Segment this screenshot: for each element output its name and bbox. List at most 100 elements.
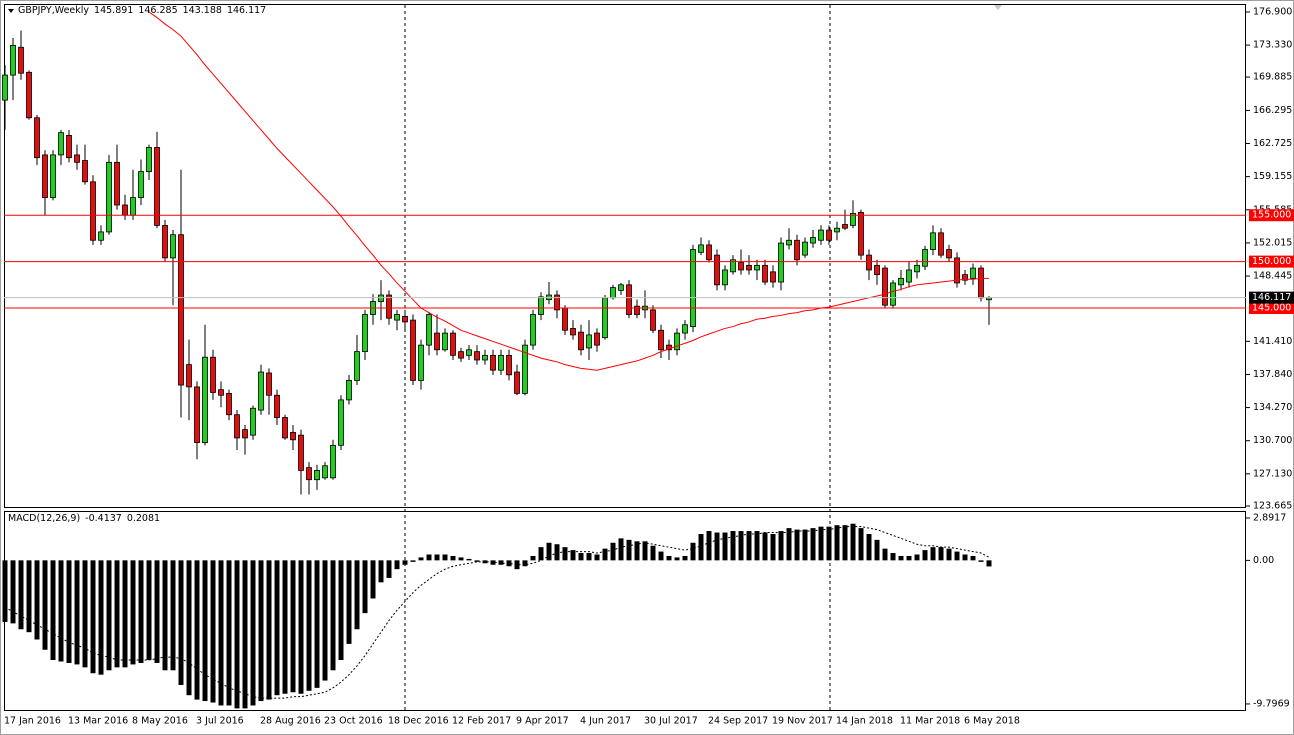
candle-body — [178, 234, 184, 386]
candle-body — [906, 269, 912, 283]
macd-bar — [410, 560, 416, 562]
candle-body — [362, 314, 368, 353]
y-tick-label: 159.155 — [1253, 171, 1292, 182]
macd-bar — [210, 560, 216, 703]
macd-bar — [218, 560, 224, 706]
macd-bar — [674, 557, 680, 561]
macd-bar — [810, 528, 816, 561]
candle-body — [50, 154, 56, 198]
candle-body — [90, 181, 96, 241]
macd-bar — [650, 545, 656, 561]
candle-body — [762, 264, 768, 283]
candle-body — [866, 254, 872, 271]
candle-body — [210, 356, 216, 393]
macd-bar — [602, 548, 608, 561]
macd-bar — [914, 554, 920, 561]
level-label-box — [1249, 209, 1294, 222]
macd-bar — [898, 555, 904, 561]
candle-body — [306, 467, 312, 481]
macd-bar — [490, 560, 496, 565]
y-tick-label: 130.700 — [1253, 435, 1292, 446]
macd-bar — [362, 560, 368, 614]
macd-bar — [66, 560, 72, 663]
level-label: 155.000 — [1252, 210, 1291, 221]
macd-bar — [194, 560, 200, 700]
macd-bar — [338, 560, 344, 661]
macd-bar — [346, 560, 352, 644]
menu-arrow[interactable] — [8, 9, 14, 13]
macd-bar — [514, 560, 520, 570]
macd-bar — [922, 550, 928, 561]
macd-bar — [826, 526, 832, 561]
macd-bar — [506, 560, 512, 567]
candle-body — [850, 212, 856, 226]
macd-bar — [634, 541, 640, 561]
header-close: 146.117 — [226, 5, 267, 16]
macd-bar — [282, 560, 288, 694]
candle-body — [890, 282, 896, 306]
macd-bar — [402, 560, 408, 565]
macd-bar — [458, 557, 464, 561]
macd-bar — [10, 560, 16, 624]
candle-body — [834, 227, 840, 233]
candle-body — [138, 171, 144, 198]
x-tick-label: 11 Mar 2018 — [900, 716, 960, 727]
candle-body — [618, 284, 624, 291]
macd-bar — [418, 557, 424, 561]
y-tick-label: 0.00 — [1253, 555, 1274, 566]
candle-body — [466, 349, 472, 356]
candle-body — [426, 314, 432, 346]
header-open: 145.891 — [94, 5, 134, 16]
macd-bar — [610, 542, 616, 561]
candle-body — [250, 407, 256, 436]
candle-body — [402, 315, 408, 323]
macd-bar — [730, 531, 736, 561]
candle-body — [106, 161, 112, 233]
y-tick-label: 176.900 — [1253, 6, 1292, 17]
y-tick-label: 169.885 — [1253, 72, 1292, 83]
candle-body — [938, 232, 944, 256]
macd-bar — [370, 560, 376, 599]
macd-bar — [50, 560, 56, 661]
candle-body — [162, 225, 168, 259]
macd-bar — [714, 532, 720, 561]
candle-body — [930, 232, 936, 250]
candle-body — [154, 147, 160, 226]
y-tick-label: 173.330 — [1253, 40, 1292, 51]
candle-body — [266, 372, 272, 396]
macd-bar — [666, 555, 672, 561]
candle-body — [490, 354, 496, 371]
y-tick-label: 162.725 — [1253, 138, 1292, 149]
shift-marker — [994, 5, 1002, 10]
macd-bar — [98, 560, 104, 675]
macd-bar — [970, 555, 976, 561]
candle-body — [410, 319, 416, 381]
macd-bar — [306, 560, 312, 691]
macd-bar — [682, 555, 688, 561]
symbol-title: GBPJPY,Weekly — [18, 5, 90, 16]
level-label: 145.000 — [1252, 303, 1291, 314]
candle-body — [730, 259, 736, 273]
candle-body — [66, 135, 72, 159]
macd-bar — [138, 560, 144, 663]
y-tick-label: 123.665 — [1253, 501, 1292, 512]
macd-bar — [530, 555, 536, 561]
macd-bar — [818, 526, 824, 561]
macd-bar — [34, 560, 40, 640]
macd-bar — [170, 560, 176, 671]
candle-body — [722, 269, 728, 286]
candle-body — [354, 351, 360, 381]
candle-body — [386, 294, 392, 319]
macd-bar — [298, 560, 304, 694]
macd-bar — [778, 531, 784, 561]
y-tick-label: 148.445 — [1253, 271, 1292, 282]
macd-bar — [770, 533, 776, 561]
candle-body — [146, 147, 152, 172]
candle-body — [818, 229, 824, 241]
candle-body — [690, 249, 696, 327]
y-tick-label: 2.8917 — [1253, 512, 1286, 523]
candle-body — [218, 389, 224, 396]
macd-bar — [482, 560, 488, 564]
macd-bar — [866, 533, 872, 561]
